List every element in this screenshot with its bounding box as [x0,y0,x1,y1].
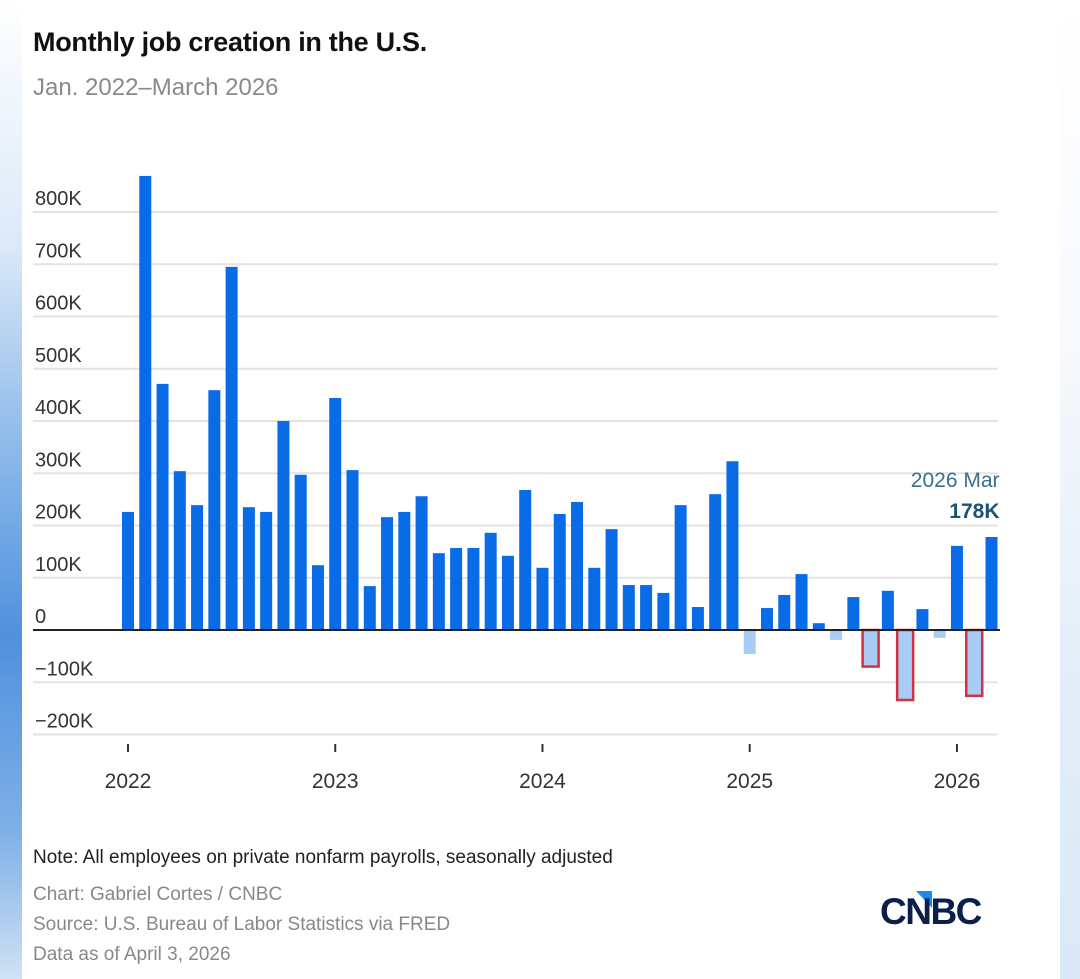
annotation-label: 2026 Mar [911,469,1000,492]
bar [381,517,394,630]
bar [260,511,273,630]
bar [812,623,825,630]
bar [588,567,601,630]
cnbc-logo-text: CNBC [880,891,982,932]
bar [985,536,998,630]
footer-source: Source: U.S. Bureau of Labor Statistics … [33,914,451,935]
bar [709,494,722,630]
bar [830,630,843,640]
y-tick-label: 600K [35,293,82,315]
bar [881,590,894,630]
bar [173,471,186,630]
bar [156,383,169,630]
bar [225,266,238,630]
bar [519,489,532,630]
annotation-value: 178K [949,500,999,523]
y-tick-label: 400K [35,397,82,419]
right-edge-glow [1060,0,1080,979]
bar [329,398,342,630]
bar [657,592,670,630]
bar-highlighted [964,628,984,698]
x-tick-label: 2026 [934,770,981,793]
bar [571,501,584,630]
bar [760,608,773,630]
bar-highlighted [861,628,880,668]
bar [122,511,134,630]
bar [432,553,445,630]
bar [191,505,204,630]
chart-subtitle: Jan. 2022–March 2026 [33,74,279,101]
bar [726,461,739,630]
y-tick-label: 100K [35,554,82,576]
cnbc-logo-peacock-icon [916,891,932,908]
bar [778,594,791,630]
left-edge-glow [0,0,22,979]
y-axis-ticks: 800K 700K 600K 500K 400K 300K 200K 100K 0 −100K −2… [35,188,94,733]
bar [415,496,428,630]
bar [674,505,687,630]
bar [467,547,480,630]
bar [398,511,411,630]
y-tick-label: 300K [35,449,82,471]
bar-highlighted [895,628,915,702]
x-axis-ticks: 2022 2023 2024 2025 2026 [105,744,981,793]
x-tick-label: 2024 [519,770,566,793]
bar [294,474,307,630]
y-tick-label: 0 [35,606,46,628]
bar [208,390,221,630]
y-tick-label: 700K [35,240,82,262]
bar [277,421,290,630]
y-tick-label: 800K [35,188,82,210]
chart-title: Monthly job creation in the U.S. [33,27,427,57]
bar [622,585,635,630]
bar [450,547,463,630]
bar [553,514,566,630]
bar [139,175,152,630]
bar [916,609,929,630]
bar [484,532,497,630]
bar [933,630,946,638]
bar [691,607,704,630]
bar [847,597,860,630]
y-tick-label: 500K [35,345,82,367]
bar [536,567,549,630]
footer-data-date: Data as of April 3, 2026 [33,944,231,965]
bar [242,507,255,630]
bar [346,470,359,630]
bar [363,586,376,630]
bar [950,545,963,630]
y-tick-label: −100K [35,658,94,680]
y-tick-label: −200K [35,711,94,733]
bar [605,529,618,630]
y-tick-label: 200K [35,502,82,524]
x-tick-label: 2025 [726,770,773,793]
footer-note: Note: All employees on private nonfarm p… [33,847,613,868]
bars [122,175,998,702]
bar [311,565,324,630]
bar [501,555,514,630]
bar-chart: 800K 700K 600K 500K 400K 300K 200K 100K 0 −100K −2… [33,175,1000,793]
x-tick-label: 2022 [105,770,152,793]
bar [795,574,808,630]
bar [640,585,653,630]
x-tick-label: 2023 [312,770,359,793]
cnbc-logo: CNBC [880,891,983,932]
bar [743,630,756,655]
footer-chart-credit: Chart: Gabriel Cortes / CNBC [33,884,283,905]
